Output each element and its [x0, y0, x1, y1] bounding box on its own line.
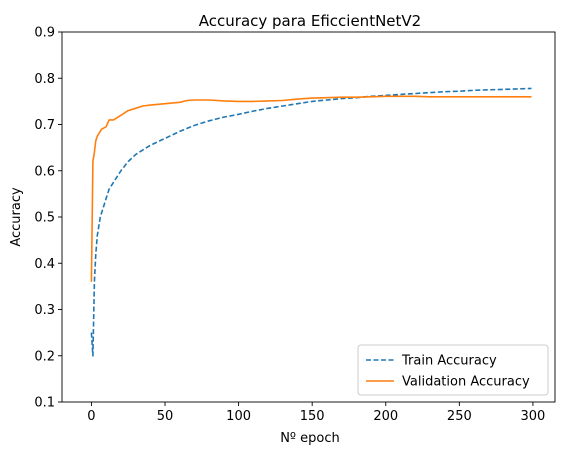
series-line-1: [90, 95, 532, 282]
y-tick-label: 0.9: [34, 26, 55, 41]
y-tick-label: 0.2: [34, 349, 55, 364]
y-axis-label: Accuracy: [9, 187, 24, 247]
plot-area: 0 50 100 150 200 250 300 0.1 0.2 0.3 0.4 0.5 0.6 0.7 0…: [34, 26, 556, 424]
legend-entry-1: Validation Accuracy: [402, 375, 530, 390]
x-tick-label: 100: [226, 409, 251, 424]
y-tick-label: 0.7: [34, 118, 55, 133]
x-tick-label: 200: [373, 409, 398, 424]
series-line-0: [90, 87, 532, 357]
x-tick-label: 50: [157, 409, 174, 424]
x-tick-label: 250: [447, 409, 472, 424]
legend-entry-0: Train Accuracy: [401, 354, 497, 369]
y-tick-label: 0.3: [34, 303, 55, 318]
y-tick-label: 0.6: [34, 164, 55, 179]
x-tick-label: 300: [521, 409, 546, 424]
legend-box: [357, 344, 549, 396]
y-tick-label: 0.4: [34, 257, 55, 272]
y-tick-label: 0.1: [34, 396, 55, 411]
x-tick-label: 150: [300, 409, 325, 424]
y-tick-label: 0.5: [34, 211, 55, 226]
y-tick-label: 0.8: [34, 72, 55, 87]
chart-title: Accuracy para EficcientNetV2: [199, 12, 421, 30]
x-tick-label: 0: [87, 409, 95, 424]
x-axis-label: Nº epoch: [280, 431, 340, 446]
